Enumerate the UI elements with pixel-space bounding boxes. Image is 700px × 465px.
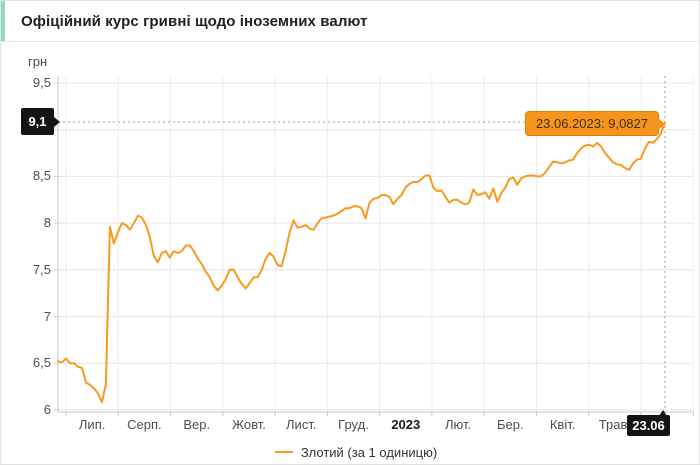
legend-item-zloty[interactable]: Злотий (за 1 одиницю) (274, 444, 438, 460)
crosshair-value-badge: 9,1 (21, 108, 60, 135)
y-axis-tick-label: 7 (43, 308, 51, 324)
series-zloty-line[interactable] (57, 121, 666, 404)
y-axis-tick-label: 8 (43, 215, 51, 231)
x-axis-tick-label: Серп. (127, 417, 162, 432)
x-axis-tick-label: Груд. (338, 417, 369, 432)
crosshair-date-badge: 23.06 (627, 410, 670, 436)
chart-legend: Злотий (за 1 одиницю) (1, 442, 699, 462)
y-axis-tick-label: 9,5 (32, 75, 51, 90)
card-header: Офіційний курс гривні щодо іноземних вал… (1, 1, 699, 42)
x-axis-tick-label: Квіт. (549, 417, 576, 432)
legend-label: Злотий (за 1 одиницю) (300, 444, 438, 460)
x-axis-tick-label: Бер. (497, 417, 524, 432)
y-axis-tick-label: 6 (43, 401, 51, 417)
x-axis-tick-label: Трав. (598, 417, 631, 432)
x-axis-tick-label: Лип. (78, 417, 106, 432)
y-axis-unit-label: грн (28, 54, 48, 69)
x-axis-tick-label: Лют. (445, 417, 472, 432)
x-axis-tick-label: 2023 (391, 417, 421, 432)
x-axis-tick-label: Жовт. (232, 417, 266, 432)
y-axis-tick-label: 6,5 (32, 355, 51, 371)
legend-line-swatch (274, 451, 293, 453)
x-axis-tick-label: Вер. (183, 417, 211, 432)
y-axis-tick-label: 8,5 (32, 168, 51, 184)
header-accent-bar (1, 1, 5, 41)
page-title: Офіційний курс гривні щодо іноземних вал… (21, 12, 368, 30)
y-axis-tick-label: 7,5 (32, 261, 51, 277)
x-axis-tick-label: Лист. (286, 417, 317, 432)
data-point-tooltip: 23.06.2023: 9,0827 (524, 111, 666, 136)
